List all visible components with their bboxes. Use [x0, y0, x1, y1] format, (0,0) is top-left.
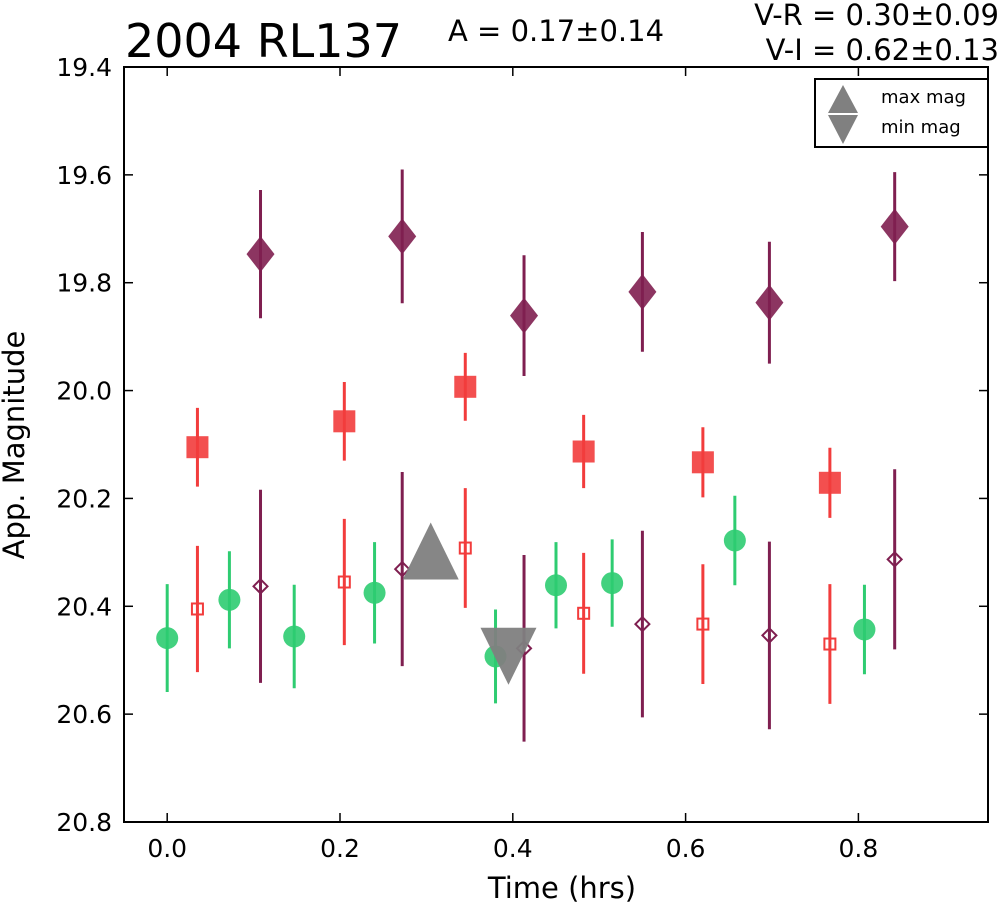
- series-r-band: [186, 352, 841, 518]
- v-r-color-annotation: V-R = 0.30±0.09: [754, 0, 999, 32]
- y-tick-label: 19.8: [56, 269, 112, 298]
- legend: max mag min mag: [814, 78, 989, 148]
- legend-max-mag-marker: [828, 85, 858, 113]
- data-point: [337, 575, 351, 589]
- data-point: [156, 627, 179, 650]
- data-point: [454, 375, 477, 398]
- data-point: [545, 574, 567, 597]
- data-point: [691, 451, 714, 474]
- data-point: [246, 236, 275, 273]
- legend-max-mag-label: max mag: [881, 87, 966, 108]
- max-mag-marker: [402, 522, 459, 580]
- data-point: [633, 615, 651, 633]
- data-point: [458, 541, 472, 555]
- min-mag-marker: [480, 627, 537, 685]
- y-tick-label: 19.4: [56, 53, 112, 82]
- data-point: [218, 588, 241, 611]
- x-tick-label: 0.8: [839, 834, 879, 863]
- series-r-band-offset: [190, 488, 837, 704]
- data-point: [755, 284, 784, 321]
- data-point: [186, 436, 209, 459]
- x-tick-label: 0.0: [147, 834, 187, 863]
- y-tick-label: 19.6: [56, 161, 112, 190]
- data-point: [190, 602, 204, 616]
- plot-frame: [123, 66, 989, 823]
- plot-marks: [156, 169, 909, 742]
- v-i-color-annotation: V-I = 0.62±0.13: [766, 33, 999, 67]
- amplitude-annotation: A = 0.17±0.14: [448, 14, 664, 48]
- x-tick-label: 0.6: [666, 834, 706, 863]
- data-point: [283, 625, 306, 648]
- data-point: [333, 410, 356, 433]
- legend-min-mag-marker: [828, 115, 858, 144]
- data-point: [628, 273, 657, 310]
- chart-title: 2004 RL137: [125, 14, 402, 68]
- data-point: [393, 560, 411, 578]
- data-point: [601, 572, 624, 595]
- y-tick-label: 20.8: [56, 808, 112, 837]
- data-point: [572, 440, 595, 463]
- series-i-band-offset: [252, 469, 904, 742]
- data-point: [577, 606, 591, 620]
- data-point: [880, 208, 909, 245]
- data-point: [760, 626, 778, 644]
- data-point: [252, 577, 269, 595]
- data-point: [363, 581, 386, 604]
- series-i-band: [246, 169, 909, 377]
- data-point: [886, 550, 904, 568]
- y-tick-label: 20.0: [56, 377, 112, 406]
- y-tick-label: 20.4: [56, 592, 112, 621]
- x-axis-label: Time (hrs): [487, 871, 636, 904]
- data-point: [723, 529, 746, 552]
- data-point: [823, 637, 837, 651]
- x-tick-label: 0.4: [493, 834, 533, 863]
- y-tick-label: 20.2: [56, 484, 112, 513]
- series-v-band: [156, 495, 876, 704]
- data-point: [818, 471, 841, 494]
- y-axis-label: App. Magnitude: [0, 331, 31, 560]
- legend-min-mag-label: min mag: [881, 117, 961, 138]
- data-point: [853, 618, 876, 641]
- data-point: [388, 218, 417, 255]
- x-tick-label: 0.2: [320, 834, 360, 863]
- data-point: [696, 617, 710, 631]
- axes: 0.0 0.2 0.4 0.6 0.8 19.4 19.6 19.8 20.0 20.2 20.4 2…: [56, 53, 989, 863]
- data-point: [510, 297, 539, 334]
- y-tick-label: 20.6: [56, 700, 112, 729]
